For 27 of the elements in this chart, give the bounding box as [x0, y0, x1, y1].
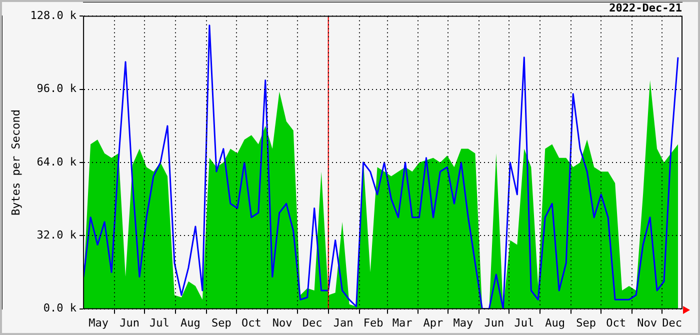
y-axis-title: Bytes per Second — [9, 110, 22, 216]
x-tick-label: Apr — [423, 316, 444, 330]
x-tick-label: Dec — [662, 316, 682, 330]
x-tick-label: May — [88, 316, 109, 330]
x-tick-label: Dec — [302, 316, 322, 330]
x-tick-label: Feb — [363, 316, 384, 330]
x-tick-label: Aug — [545, 316, 566, 330]
y-tick-label: 128.0 k — [30, 9, 77, 22]
y-tick-label: 32.0 k — [36, 228, 77, 242]
chart-title: 2022-Dec-21 — [609, 1, 682, 14]
y-tick-label: 96.0 k — [36, 82, 77, 96]
x-tick-label: Mar — [392, 316, 413, 330]
x-tick-label: Jun — [484, 316, 504, 330]
x-tick-label: Aug — [180, 316, 200, 330]
y-tick-label: 64.0 k — [36, 155, 77, 168]
x-tick-label: Sep — [211, 316, 232, 330]
x-tick-label: Oct — [241, 316, 262, 330]
x-tick-label: Jan — [333, 316, 354, 330]
x-tick-label: Jul — [514, 316, 534, 330]
x-tick-label: Nov — [637, 316, 658, 330]
y-tick-label: 0.0 k — [43, 302, 77, 315]
x-tick-label: Jun — [120, 316, 140, 330]
x-tick-label: Nov — [272, 316, 293, 330]
x-tick-label: May — [453, 316, 474, 330]
x-tick-label: Jul — [150, 316, 170, 330]
x-tick-label: Oct — [606, 316, 626, 330]
x-tick-label: Sep — [576, 316, 596, 330]
